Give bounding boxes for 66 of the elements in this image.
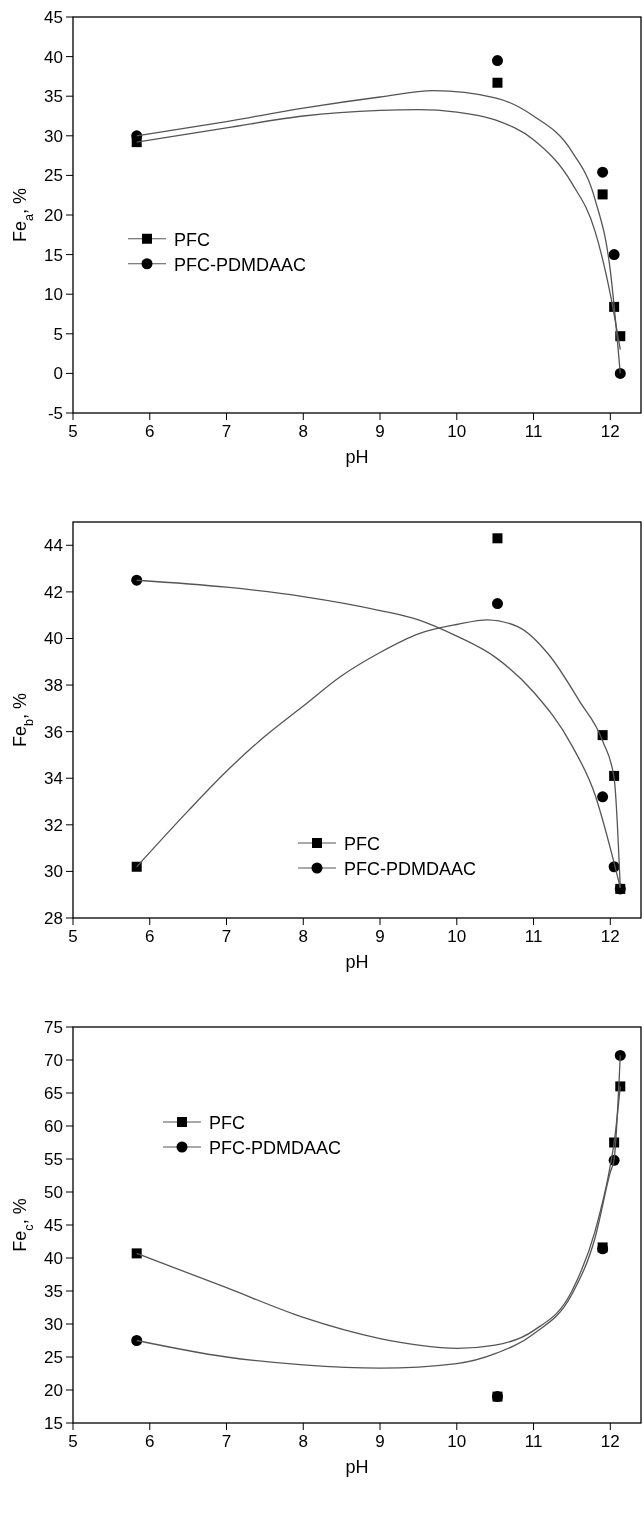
y-tick-label: 38 [44, 676, 63, 696]
y-tick-label: 40 [44, 629, 63, 649]
y-tick-label: 42 [44, 582, 63, 602]
y-tick-label: 32 [44, 815, 63, 835]
x-tick-label: 11 [524, 927, 543, 946]
x-tick-label: 5 [68, 927, 78, 946]
y-tick-label: 50 [44, 1183, 63, 1202]
x-tick-label: 11 [524, 1432, 543, 1451]
y-tick-label: 0 [53, 364, 63, 384]
x-tick-label: 8 [298, 422, 308, 441]
y-tick-label: 20 [44, 206, 63, 225]
y-tick-label: 36 [44, 722, 63, 742]
x-tick-label: 8 [298, 1432, 308, 1451]
y-tick-label: 25 [44, 1348, 63, 1367]
x-axis-title: pH [345, 1457, 369, 1477]
x-tick-label: 10 [447, 422, 467, 441]
x-tick-label: 6 [145, 422, 155, 441]
legend-label: PFC-PDMDAAC [209, 1138, 342, 1158]
x-axis-title: pH [345, 447, 369, 467]
x-tick-label: 5 [68, 422, 78, 441]
x-tick-label: 12 [600, 927, 620, 946]
y-tick-label: 35 [44, 87, 63, 107]
x-axis-title: pH [345, 952, 369, 972]
y-tick-label: 45 [44, 8, 63, 27]
x-tick-label: 9 [375, 927, 385, 946]
y-tick-label: 20 [44, 1381, 63, 1400]
y-tick-label: 30 [44, 126, 63, 146]
y-tick-label: 55 [44, 1150, 63, 1169]
legend-label: PFC [344, 834, 380, 854]
y-tick-label: 70 [44, 1051, 63, 1070]
x-tick-label: 9 [375, 422, 385, 441]
x-tick-label: 7 [221, 422, 232, 441]
y-tick-label: 5 [53, 324, 63, 344]
y-tick-label: 34 [44, 769, 63, 789]
x-tick-label: 12 [600, 422, 620, 441]
x-tick-label: 9 [375, 1432, 385, 1451]
x-tick-label: 10 [447, 1432, 467, 1451]
y-tick-label: 30 [44, 862, 63, 882]
y-tick-label: 65 [44, 1084, 63, 1103]
y-tick-label: 10 [44, 285, 63, 305]
legend-label: PFC-PDMDAAC [174, 254, 307, 275]
x-tick-label: 6 [145, 1432, 155, 1451]
y-tick-label: 60 [44, 1117, 63, 1136]
x-tick-label: 10 [447, 927, 467, 946]
y-tick-label: -5 [47, 404, 63, 423]
legend-label: PFC-PDMDAAC [344, 859, 477, 879]
x-tick-label: 8 [298, 927, 308, 946]
y-tick-label: 44 [44, 536, 63, 556]
legend-label: PFC [174, 229, 210, 250]
y-tick-label: 40 [44, 1249, 63, 1268]
legend-label: PFC [209, 1113, 245, 1133]
y-tick-label: 28 [44, 909, 63, 928]
x-tick-label: 11 [524, 422, 543, 441]
y-tick-label: 15 [44, 1414, 63, 1433]
x-tick-label: 7 [221, 927, 232, 946]
y-tick-label: 15 [44, 245, 63, 265]
x-tick-label: 7 [221, 1432, 232, 1451]
y-tick-label: 40 [44, 47, 63, 67]
y-tick-label: 35 [44, 1282, 63, 1301]
y-tick-label: 45 [44, 1216, 63, 1235]
x-tick-label: 6 [145, 927, 155, 946]
x-tick-label: 5 [68, 1432, 78, 1451]
y-tick-label: 30 [44, 1315, 63, 1334]
x-tick-label: 12 [600, 1432, 620, 1451]
y-tick-label: 75 [44, 1018, 63, 1037]
y-tick-label: 25 [44, 166, 63, 186]
